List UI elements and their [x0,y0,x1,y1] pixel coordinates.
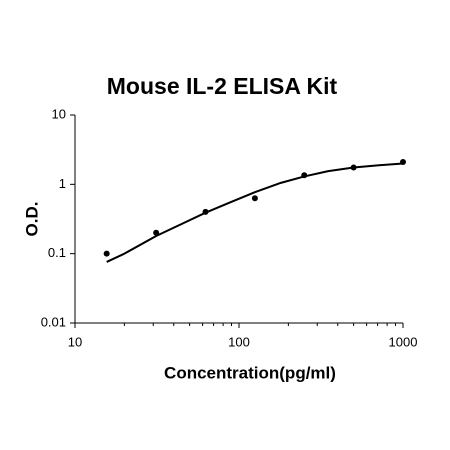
y-tick-label: 0.1 [48,245,66,260]
x-axis-label: Concentration(pg/ml) [164,363,336,382]
data-point [103,250,110,257]
fit-curve [106,162,404,263]
y-axis-label: O.D. [22,202,41,237]
x-tick-label: 1000 [389,334,418,349]
y-tick-label: 1 [59,176,66,191]
y-tick-label: 0.01 [41,314,66,329]
x-tick-label: 100 [228,334,250,349]
data-point [251,195,258,202]
x-tick-label: 10 [68,334,82,349]
chart-title: Mouse IL-2 ELISA Kit [107,73,338,99]
y-tick-label: 10 [52,106,66,121]
